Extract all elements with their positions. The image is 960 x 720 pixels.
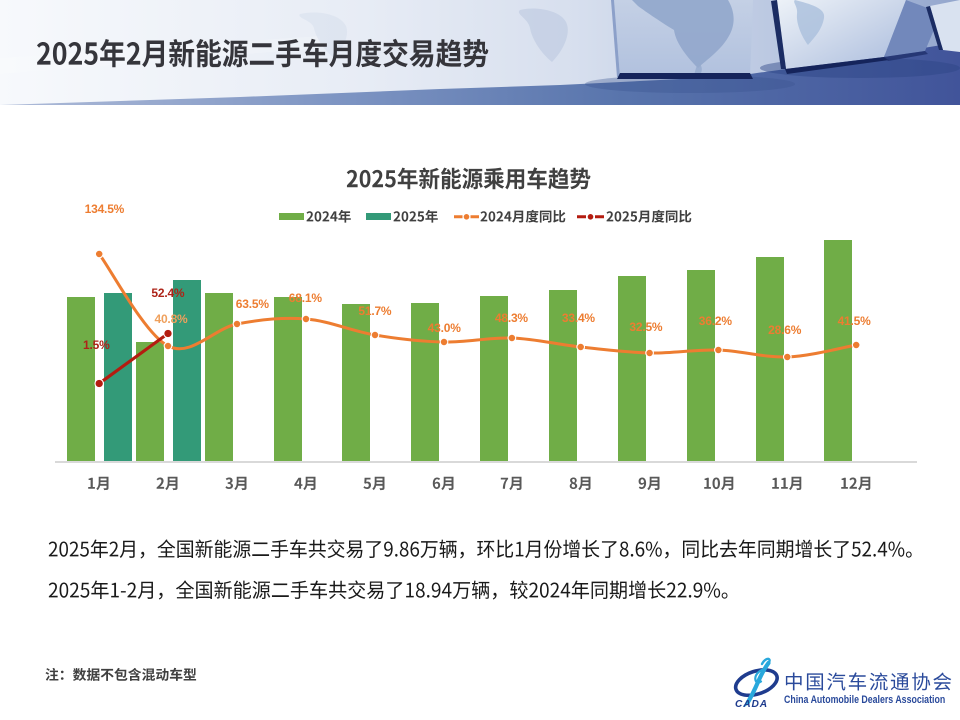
svg-text:CADA: CADA [735, 699, 768, 710]
